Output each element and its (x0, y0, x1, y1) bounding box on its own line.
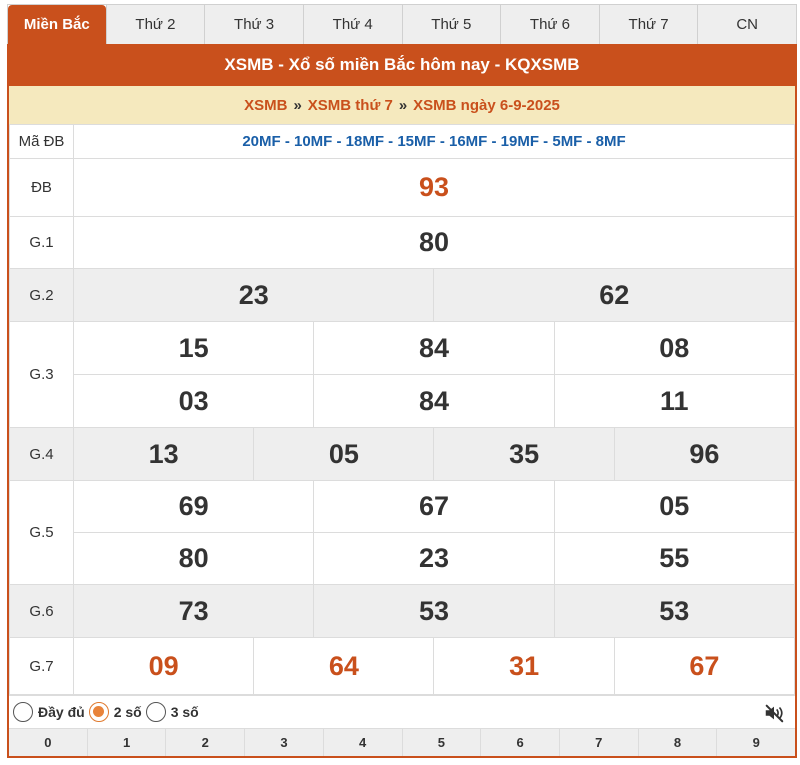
results-table: Mã ĐB 20MF - 10MF - 18MF - 15MF - 16MF -… (9, 124, 796, 695)
madb-value: 20MF - 10MF - 18MF - 15MF - 16MF - 19MF … (73, 124, 795, 159)
prize-label: G.6 (9, 584, 74, 638)
tab-thu-3[interactable]: Thứ 3 (204, 5, 303, 44)
prize-row-g7: G.7 09 64 31 67 (9, 637, 796, 695)
region-day-tabs: Miền Bắc Thứ 2 Thứ 3 Thứ 4 Thứ 5 Thứ 6 T… (7, 4, 797, 44)
prize-number: 73 (72, 584, 315, 638)
prize-number: 84 (313, 374, 555, 428)
tab-thu-4[interactable]: Thứ 4 (302, 5, 402, 44)
digit-filter-2[interactable]: 2 (165, 729, 244, 756)
digit-filter-7[interactable]: 7 (558, 729, 638, 756)
prize-label: G.2 (9, 268, 74, 322)
digit-filter-8[interactable]: 8 (637, 729, 717, 756)
digit-filter-1[interactable]: 1 (86, 729, 166, 756)
prize-row-g3: G.3 15 84 08 (9, 321, 796, 428)
prize-label: G.5 (9, 480, 74, 585)
prize-row-g6: G.6 73 53 53 (9, 584, 796, 638)
prize-number: 64 (253, 637, 435, 695)
option-full[interactable]: Đầy đủ (13, 702, 85, 722)
digit-filter-6[interactable]: 6 (480, 729, 559, 756)
radio-two-digits[interactable] (88, 702, 109, 722)
prize-row-g5: 80 23 55 (10, 532, 796, 585)
prize-row-g3: 03 84 11 (10, 374, 796, 428)
breadcrumb-xsmb-date[interactable]: XSMB ngày 6-9-2025 (413, 96, 560, 114)
madb-label: Mã ĐB (9, 124, 74, 159)
prize-number: 15 (72, 321, 315, 375)
option-full-label: Đầy đủ (38, 704, 85, 720)
prize-number: 23 (72, 268, 435, 322)
prize-label: G.1 (9, 216, 74, 269)
prize-number: 53 (313, 584, 555, 638)
prize-number: 09 (72, 637, 255, 695)
tab-mien-bac[interactable]: Miền Bắc (8, 5, 106, 44)
prize-number: 13 (72, 427, 255, 481)
tab-thu-7[interactable]: Thứ 7 (598, 5, 698, 44)
prize-number: 35 (433, 427, 615, 481)
breadcrumb-separator: » (293, 96, 302, 114)
prize-number: 67 (613, 637, 796, 695)
page-title: XSMB - Xổ số miền Bắc hôm nay - KQXSMB (9, 44, 795, 86)
results-box: XSMB - Xổ số miền Bắc hôm nay - KQXSMB X… (7, 44, 797, 758)
prize-number: 55 (553, 532, 796, 585)
radio-full[interactable] (13, 702, 33, 722)
option-three-label: 3 số (170, 704, 199, 720)
results-widget: Miền Bắc Thứ 2 Thứ 3 Thứ 4 Thứ 5 Thứ 6 T… (7, 4, 797, 761)
prize-number: 62 (433, 268, 795, 322)
digit-filter-4[interactable]: 4 (322, 729, 402, 756)
prize-label: G.7 (9, 637, 74, 695)
tab-thu-2[interactable]: Thứ 2 (105, 5, 205, 44)
prize-label: G.3 (9, 321, 74, 428)
prize-number: 53 (553, 584, 796, 638)
prize-row-g1: G.1 80 (9, 216, 795, 269)
volume-mute-icon[interactable] (763, 702, 785, 724)
prize-number: 80 (73, 216, 795, 269)
prize-number: 84 (313, 321, 555, 375)
prize-label: G.4 (9, 427, 74, 481)
digit-filter-3[interactable]: 3 (244, 729, 323, 756)
prize-number: 80 (72, 532, 315, 585)
prize-row-db: ĐB 93 (9, 158, 795, 217)
breadcrumb-xsmb-thu-7[interactable]: XSMB thứ 7 (307, 96, 393, 114)
option-two-digits[interactable]: 2 số (88, 702, 142, 722)
prize-number: 96 (613, 427, 796, 481)
madb-row: Mã ĐB 20MF - 10MF - 18MF - 15MF - 16MF -… (9, 124, 795, 159)
prize-number: 23 (313, 532, 555, 585)
prize-row-g2: G.2 23 62 (9, 268, 795, 322)
prize-number: 08 (553, 321, 796, 375)
prize-label: ĐB (9, 158, 74, 217)
option-two-label: 2 số (113, 704, 142, 720)
digit-filter-5[interactable]: 5 (401, 729, 481, 756)
prize-row-g4: G.4 13 05 35 96 (9, 427, 796, 481)
tab-thu-5[interactable]: Thứ 5 (401, 5, 501, 44)
tab-thu-6[interactable]: Thứ 6 (500, 5, 599, 44)
display-options: Đầy đủ 2 số 3 số (9, 695, 795, 728)
breadcrumb-xsmb[interactable]: XSMB (244, 96, 288, 114)
digit-filter-0[interactable]: 0 (44, 735, 52, 750)
breadcrumb: XSMB » XSMB thứ 7 » XSMB ngày 6-9-2025 (9, 86, 795, 124)
digit-filter-9[interactable]: 9 (716, 729, 795, 756)
tab-cn[interactable]: CN (697, 5, 796, 44)
prize-row-g5: G.5 69 67 05 (9, 480, 796, 585)
prize-number: 05 (553, 480, 796, 533)
digit-filter: 0 1 2 3 4 5 6 7 8 9 (9, 728, 795, 756)
option-three-digits[interactable]: 3 số (145, 702, 199, 722)
prize-number: 67 (313, 480, 555, 533)
prize-number: 93 (73, 158, 795, 217)
radio-three-digits[interactable] (145, 702, 166, 722)
prize-number: 03 (72, 374, 315, 428)
prize-number: 05 (253, 427, 435, 481)
prize-number: 31 (433, 637, 615, 695)
prize-number: 11 (553, 374, 796, 428)
breadcrumb-separator: » (398, 96, 408, 114)
prize-number: 69 (72, 480, 315, 533)
